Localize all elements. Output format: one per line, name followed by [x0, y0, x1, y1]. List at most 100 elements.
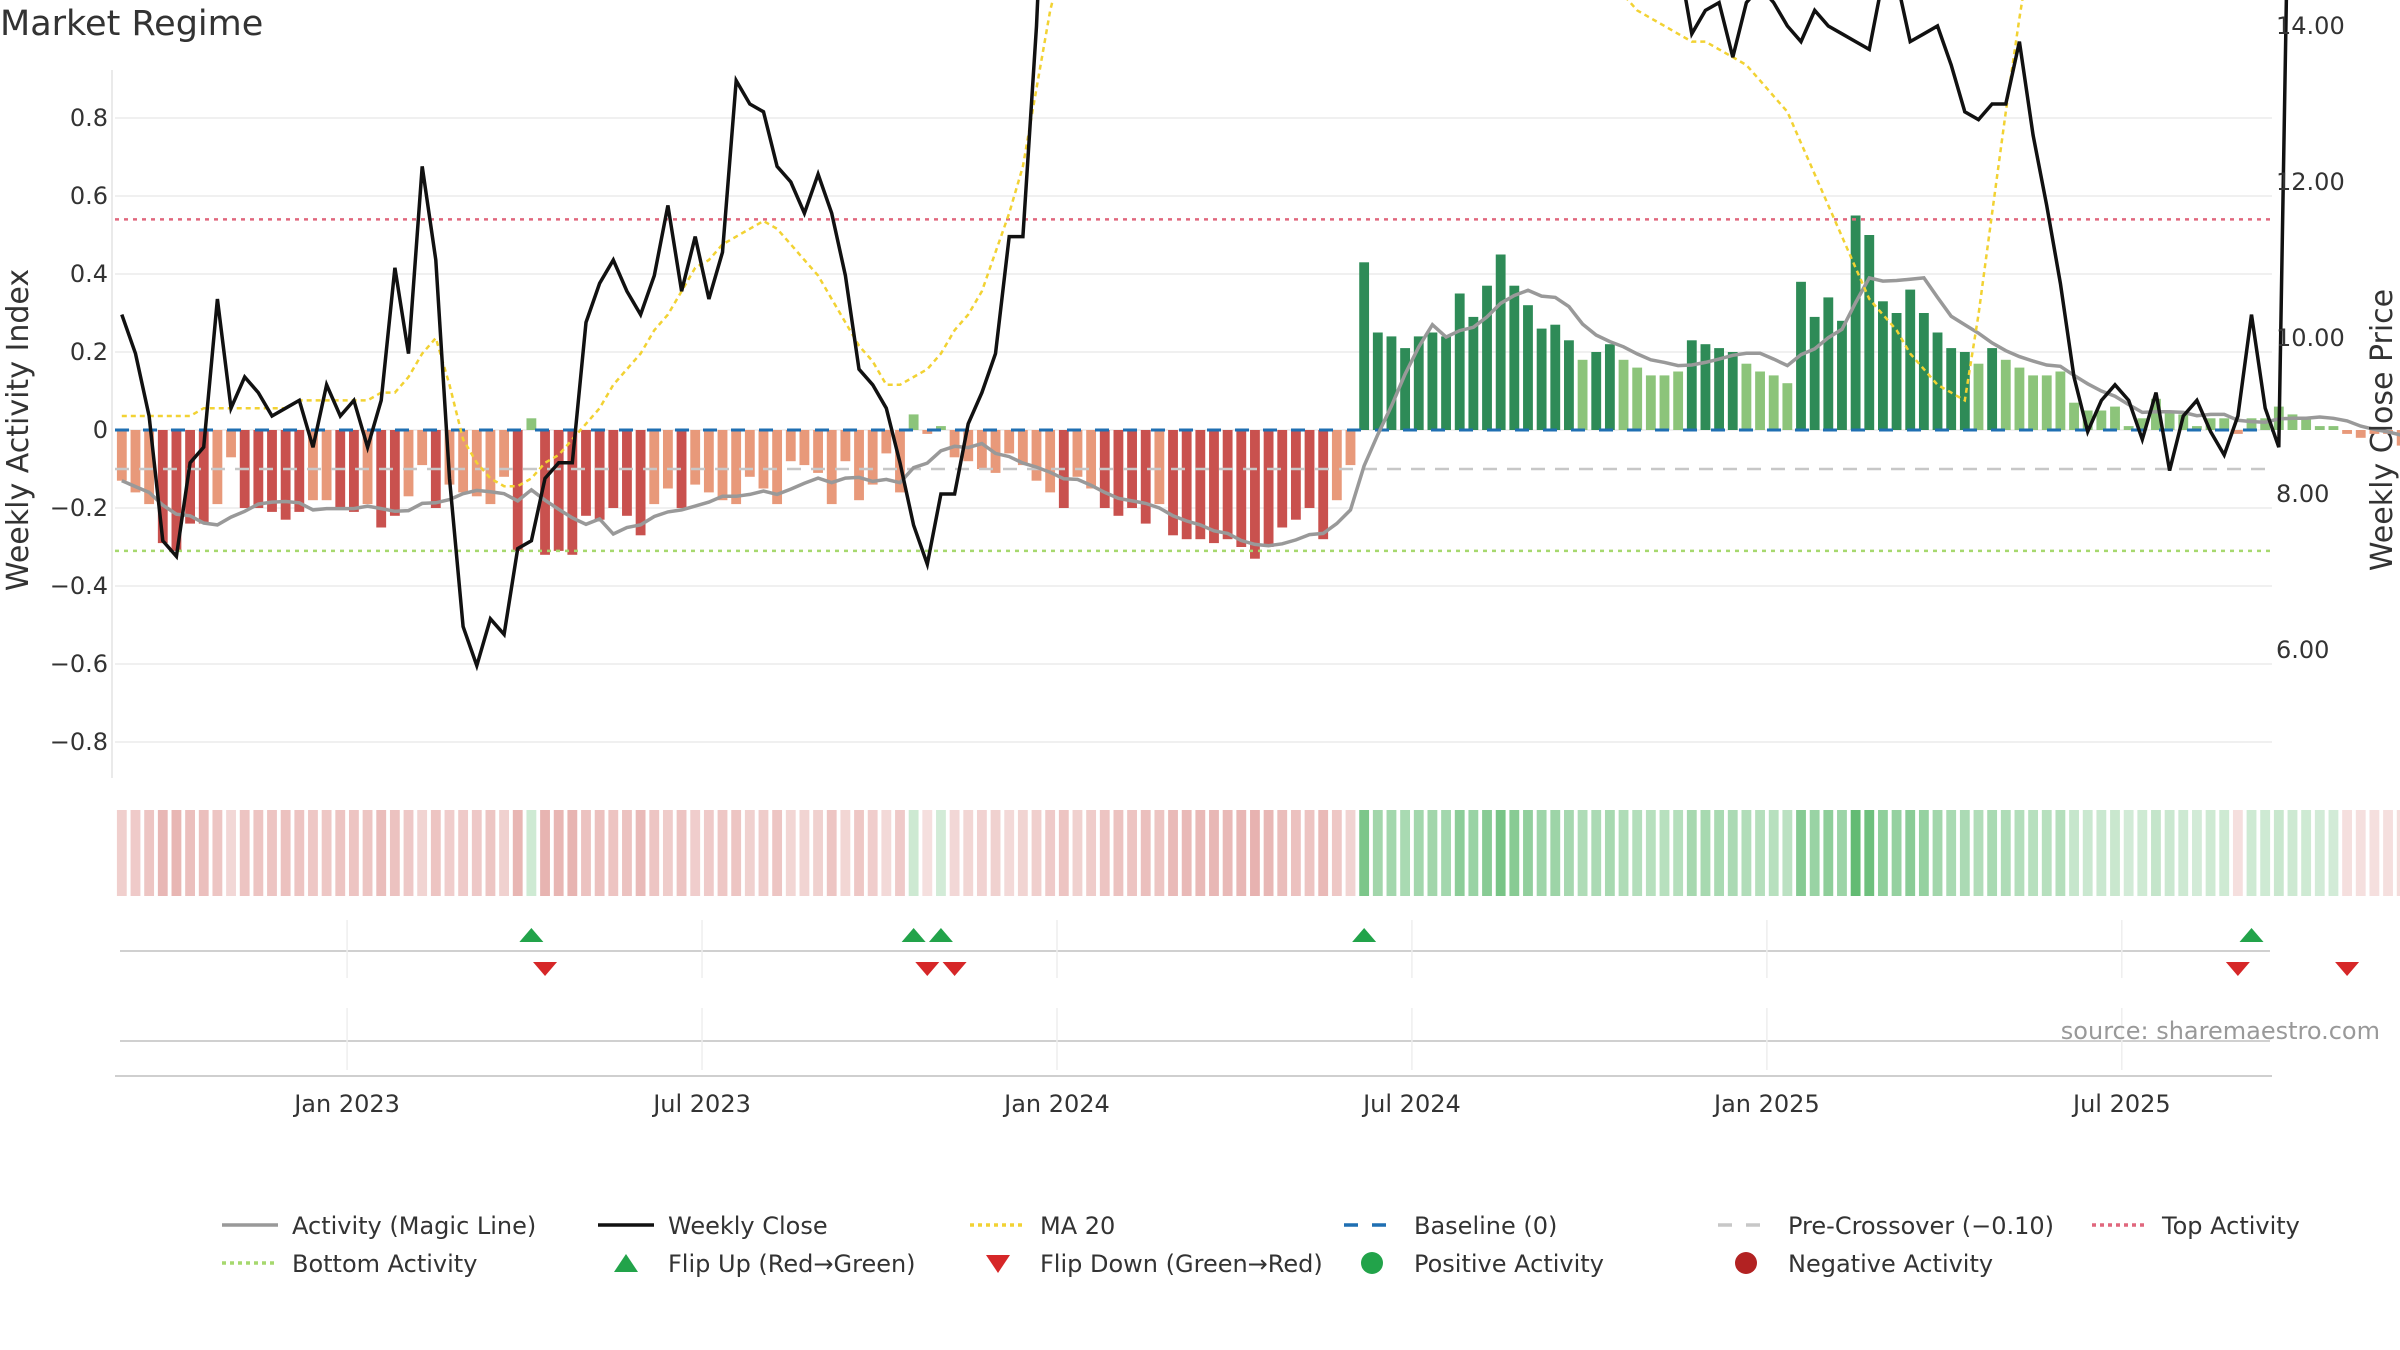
activity-bar — [1850, 215, 1861, 430]
activity-bar — [389, 430, 400, 516]
regime-cell — [2232, 810, 2243, 896]
regime-cell — [1932, 810, 1943, 896]
activity-bar — [1973, 363, 1984, 430]
regime-cell — [1755, 810, 1765, 896]
regime-cell — [1222, 810, 1233, 896]
regime-cell — [239, 810, 250, 896]
regime-cell — [662, 810, 673, 896]
regime-cell — [1959, 810, 1970, 896]
activity-bar — [144, 430, 155, 505]
regime-cell — [471, 810, 482, 896]
activity-bar — [1372, 332, 1383, 430]
regime-cell — [116, 810, 127, 896]
activity-bar — [212, 430, 223, 505]
regime-cell — [1495, 810, 1506, 896]
activity-bar — [976, 430, 987, 469]
activity-bar — [403, 430, 414, 497]
activity-bar — [799, 430, 810, 466]
regime-cell — [2314, 810, 2325, 896]
activity-bar — [922, 430, 933, 434]
regime-cell — [567, 810, 578, 896]
regime-cell — [1113, 810, 1124, 896]
regime-cell — [2041, 810, 2052, 896]
regime-cell — [1673, 810, 1684, 896]
activity-bar — [2328, 426, 2339, 430]
regime-cell — [198, 810, 209, 896]
activity-bar — [1454, 293, 1465, 430]
regime-cell — [1168, 810, 1178, 896]
activity-bar — [703, 430, 714, 493]
activity-bar — [881, 430, 892, 454]
activity-bars — [116, 215, 2400, 559]
activity-bar — [1604, 344, 1615, 430]
flip-markers-panel — [120, 928, 2360, 1042]
regime-cell — [717, 810, 728, 896]
activity-bar — [1714, 348, 1725, 430]
activity-bar — [2041, 375, 2052, 430]
regime-cell — [2369, 810, 2380, 896]
regime-cell — [2328, 810, 2339, 896]
legend-label: Positive Activity — [1414, 1250, 1604, 1278]
legend-label: Negative Activity — [1788, 1250, 1993, 1278]
regime-cell — [2014, 810, 2025, 896]
regime-cell — [362, 810, 373, 896]
regime-cell — [376, 810, 387, 896]
activity-bar — [1946, 348, 1957, 430]
legend-item: Baseline (0) — [1344, 1212, 1557, 1240]
activity-bar — [198, 430, 209, 524]
activity-bar — [512, 430, 523, 551]
activity-bar — [2342, 430, 2352, 434]
activity-bar — [1809, 316, 1820, 430]
legend-item: Bottom Activity — [222, 1250, 477, 1278]
activity-bar — [1209, 430, 1219, 544]
regime-cell — [813, 810, 823, 896]
regime-cell — [1618, 810, 1629, 896]
activity-bar — [1017, 430, 1028, 466]
regime-cell — [772, 810, 783, 896]
regime-strip — [116, 810, 2400, 896]
activity-bar — [2110, 406, 2120, 430]
activity-bar — [2069, 402, 2079, 430]
y2-axis-label: Weekly Close Price — [2365, 289, 2400, 571]
regime-cell — [321, 810, 332, 896]
activity-bar — [1441, 336, 1451, 430]
regime-cell — [226, 810, 236, 896]
regime-cell — [1905, 810, 1916, 896]
activity-bar — [1482, 285, 1492, 430]
x-tick-label: Jul 2025 — [2071, 1090, 2171, 1118]
activity-bar — [1618, 359, 1629, 430]
activity-bar — [2000, 359, 2011, 430]
y-axis-label: Weekly Activity Index — [1, 269, 36, 591]
activity-bar — [622, 430, 632, 516]
legend-label: Baseline (0) — [1414, 1212, 1557, 1240]
regime-cell — [581, 810, 591, 896]
regime-cell — [157, 810, 168, 896]
regime-cell — [212, 810, 223, 896]
activity-bar — [1932, 332, 1943, 430]
legend-label: Activity (Magic Line) — [292, 1212, 536, 1240]
regime-cell — [1209, 810, 1219, 896]
regime-cell — [1714, 810, 1725, 896]
regime-cell — [1591, 810, 1602, 896]
activity-bar — [376, 430, 387, 528]
y-tick-label: 0 — [93, 416, 108, 444]
regime-cell — [1454, 810, 1465, 896]
activity-bar — [2028, 375, 2039, 430]
activity-bar — [116, 430, 127, 481]
activity-bar — [130, 430, 141, 493]
activity-bar — [458, 430, 469, 493]
activity-bar — [908, 414, 919, 430]
activity-bar — [867, 430, 878, 485]
regime-cell — [1318, 810, 1329, 896]
regime-cell — [594, 810, 605, 896]
regime-cell — [854, 810, 864, 896]
activity-bar — [1304, 430, 1315, 508]
regime-cell — [1072, 810, 1083, 896]
regime-cell — [1413, 810, 1424, 896]
activity-bar — [635, 430, 646, 536]
activity-bar — [1878, 301, 1888, 430]
regime-cell — [799, 810, 810, 896]
regime-cell — [895, 810, 905, 896]
regime-cell — [908, 810, 919, 896]
